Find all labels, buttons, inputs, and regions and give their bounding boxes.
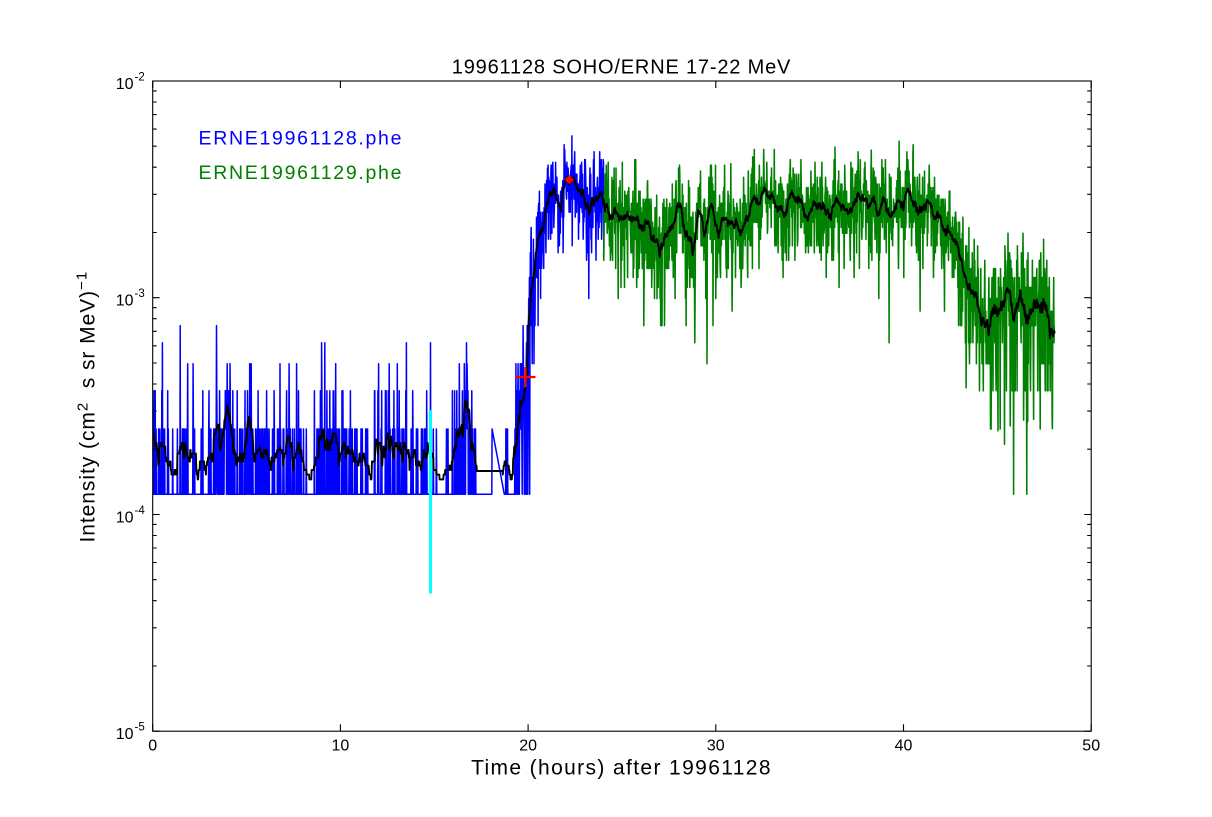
svg-text:20: 20 bbox=[519, 738, 537, 755]
svg-text:-5: -5 bbox=[135, 722, 145, 734]
svg-text:ERNE19961128.phe: ERNE19961128.phe bbox=[199, 128, 404, 150]
svg-text:Time (hours) after 19961128: Time (hours) after 19961128 bbox=[471, 757, 772, 780]
svg-text:19961128 SOHO/ERNE 17-22 MeV: 19961128 SOHO/ERNE 17-22 MeV bbox=[452, 57, 791, 79]
svg-text:10: 10 bbox=[116, 726, 134, 743]
svg-text:Intensity (cm2 s sr MeV)−1: Intensity (cm2 s sr MeV)−1 bbox=[74, 271, 100, 543]
svg-text:10: 10 bbox=[116, 293, 134, 310]
svg-text:0: 0 bbox=[148, 738, 157, 755]
svg-text:ERNE19961129.phe: ERNE19961129.phe bbox=[199, 162, 404, 184]
svg-text:-3: -3 bbox=[135, 288, 145, 300]
svg-text:40: 40 bbox=[895, 738, 913, 755]
svg-text:50: 50 bbox=[1082, 738, 1100, 755]
svg-text:10: 10 bbox=[116, 509, 134, 526]
svg-text:10: 10 bbox=[116, 76, 134, 93]
svg-text:30: 30 bbox=[707, 738, 725, 755]
svg-text:10: 10 bbox=[332, 738, 350, 755]
svg-text:-2: -2 bbox=[135, 71, 145, 83]
svg-text:-4: -4 bbox=[135, 505, 146, 517]
